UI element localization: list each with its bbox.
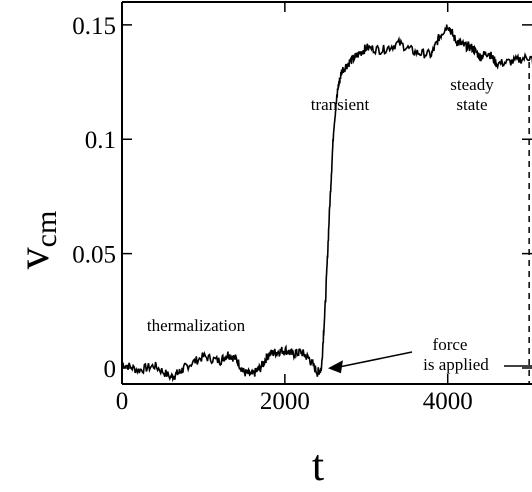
x-tick-labels: 0200040006000 bbox=[116, 388, 473, 415]
annotation-thermalization: thermalization bbox=[147, 316, 246, 335]
x-tick-label-2: 4000 bbox=[423, 388, 473, 415]
force-arrow-head bbox=[327, 360, 343, 374]
y-tick-label-0: 0 bbox=[104, 356, 117, 383]
x-tick-label-0: 0 bbox=[116, 388, 129, 415]
annotation-transient: transient bbox=[311, 95, 370, 114]
x-tick-label-1: 2000 bbox=[260, 388, 310, 415]
series-layer bbox=[122, 24, 532, 383]
annotation-force-line1: force bbox=[433, 335, 468, 354]
annotation-steady-line2: state bbox=[456, 95, 487, 114]
y-axis-label-main: v bbox=[9, 247, 58, 269]
plot-frame bbox=[121, 1, 532, 385]
tick-marks bbox=[121, 2, 532, 384]
y-axis-label: vcm bbox=[9, 211, 63, 270]
y-tick-label-1: 0.05 bbox=[72, 242, 116, 269]
y-axis-label-subscript: cm bbox=[30, 211, 63, 248]
annotation-steady-line1: steady bbox=[450, 75, 494, 94]
x-axis-label: t bbox=[312, 441, 324, 490]
force-arrow-shaft bbox=[337, 351, 413, 369]
annotation-force-line2: is applied bbox=[423, 355, 489, 374]
series-line-0 bbox=[122, 24, 532, 383]
y-tick-label-2: 0.1 bbox=[85, 127, 116, 154]
y-tick-label-3: 0.15 bbox=[72, 13, 116, 40]
y-tick-labels: 0 0.05 0.1 0.15 bbox=[72, 13, 116, 383]
